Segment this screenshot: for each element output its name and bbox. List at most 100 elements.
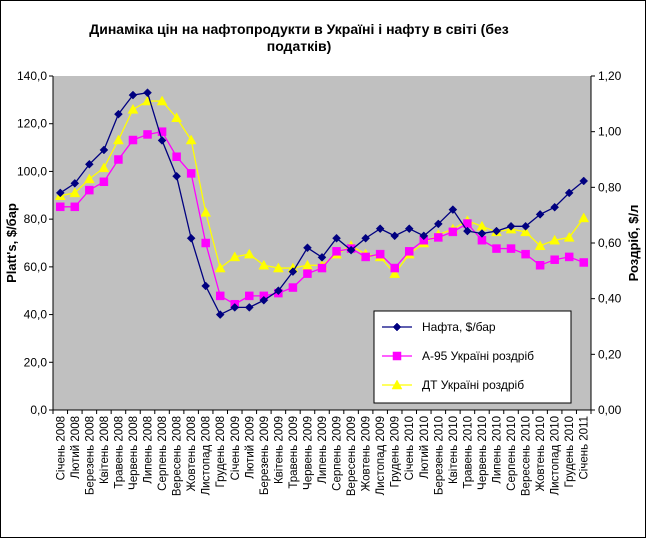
right-y-tick-label: 1,00	[598, 125, 622, 139]
legend-marker	[392, 322, 402, 332]
data-point	[332, 233, 341, 243]
x-tick-label: Жовтень 2008	[186, 416, 198, 491]
x-tick-label: Січень 2009	[230, 416, 242, 480]
right-y-axis-ticks: 0,00 0,20 0,40 0,60 0,80 1,00 1,20	[591, 69, 622, 417]
x-tick-label: Серпень 2010	[506, 416, 518, 491]
chart-title-line-2: податків)	[267, 38, 332, 54]
left-y-axis-ticks: 0,0 20,0 40,0 60,0 80,0 100,0 120,0 140,0	[17, 69, 53, 417]
data-point	[83, 173, 95, 184]
x-tick-label: Січень 2011	[579, 416, 591, 480]
data-point	[390, 231, 400, 241]
data-point	[563, 231, 575, 242]
x-tick-label: Квітень 2008	[99, 416, 111, 484]
left-y-tick-label: 0,0	[30, 403, 47, 417]
data-point	[243, 248, 255, 259]
data-point	[200, 206, 212, 217]
x-tick-label: Вересень 2008	[172, 416, 184, 496]
data-point	[288, 283, 298, 292]
data-point	[492, 226, 501, 236]
x-tick-label: Травень 2008	[113, 416, 125, 489]
legend-box	[373, 310, 572, 404]
data-point	[550, 255, 559, 264]
x-tick-label: Листопад 2010	[550, 416, 562, 495]
x-tick-label: Лютий 2009	[244, 416, 256, 479]
x-tick-label: Лютий 2008	[70, 416, 82, 479]
x-tick-label: Червень 2010	[477, 416, 489, 490]
left-y-tick-label: 40,0	[24, 308, 48, 322]
legend-label: А-95 Україні роздріб	[422, 349, 534, 363]
data-point	[302, 259, 313, 270]
right-y-tick-label: 0,40	[598, 292, 622, 306]
data-point	[288, 267, 298, 276]
data-point	[389, 268, 401, 278]
x-tick-label: Грудень 2008	[215, 416, 227, 487]
left-y-tick-label: 20,0	[24, 355, 48, 369]
data-point	[244, 303, 254, 312]
data-point	[215, 310, 225, 319]
data-point	[521, 249, 530, 259]
legend-marker	[391, 379, 403, 390]
x-tick-label: Квітень 2010	[448, 416, 460, 484]
data-point	[404, 247, 414, 256]
data-point	[303, 243, 312, 253]
data-point	[492, 244, 501, 253]
data-point	[85, 185, 94, 195]
data-point	[535, 210, 545, 219]
data-point	[434, 233, 443, 242]
left-y-tick-label: 100,0	[17, 164, 47, 178]
data-point	[70, 202, 80, 212]
x-tick-label: Липень 2008	[143, 416, 155, 484]
data-point	[477, 229, 487, 238]
data-point	[215, 291, 225, 301]
data-point	[98, 162, 110, 173]
data-point	[463, 226, 472, 236]
data-point	[361, 252, 370, 262]
x-tick-label: Листопад 2008	[201, 416, 213, 495]
x-tick-label: Січень 2008	[55, 416, 67, 480]
data-point	[404, 224, 414, 234]
legend-label: ДТ Україні роздріб	[422, 378, 524, 392]
data-point	[317, 263, 327, 273]
x-axis-ticks: Січень 2008 Лютий 2008 Березень 2008 Квітен…	[52, 410, 592, 496]
data-point	[564, 252, 574, 262]
data-point	[272, 262, 284, 273]
data-point	[69, 187, 81, 198]
x-tick-label: Вересень 2010	[521, 416, 533, 496]
data-point	[433, 219, 443, 229]
data-point	[229, 251, 241, 262]
data-point	[448, 227, 458, 237]
x-tick-label: Листопад 2009	[375, 416, 387, 495]
x-tick-label: Липень 2010	[491, 416, 503, 484]
data-point	[99, 177, 109, 187]
chart-title-line-1: Динаміка цін на нафтопродукти в Україні …	[89, 21, 509, 37]
data-point	[172, 152, 181, 161]
data-point	[550, 202, 560, 212]
x-tick-label: Березень 2009	[259, 416, 271, 495]
right-y-tick-label: 0,60	[598, 236, 622, 250]
x-tick-label: Грудень 2009	[390, 416, 402, 487]
data-point	[157, 127, 167, 136]
data-point	[114, 109, 123, 119]
data-point	[127, 103, 139, 114]
data-point	[55, 188, 65, 198]
right-y-tick-label: 0,80	[598, 180, 622, 194]
data-point	[521, 221, 530, 231]
data-point	[186, 233, 196, 243]
data-point	[506, 221, 516, 231]
x-tick-label: Липень 2009	[317, 416, 329, 484]
data-point	[303, 269, 312, 278]
left-y-axis-title: Platt's, $/бар	[4, 203, 19, 283]
x-tick-label: Січень 2010	[404, 416, 416, 480]
x-tick-label: Жовтень 2010	[535, 416, 547, 491]
x-tick-label: Серпень 2009	[332, 416, 344, 491]
left-y-tick-label: 80,0	[24, 212, 48, 226]
data-point	[245, 291, 254, 301]
data-point	[114, 155, 123, 164]
x-tick-label: Травень 2010	[462, 416, 474, 489]
data-point	[171, 112, 183, 122]
data-point	[143, 88, 152, 98]
legend-marker	[392, 351, 402, 361]
series-diamond	[55, 88, 589, 319]
